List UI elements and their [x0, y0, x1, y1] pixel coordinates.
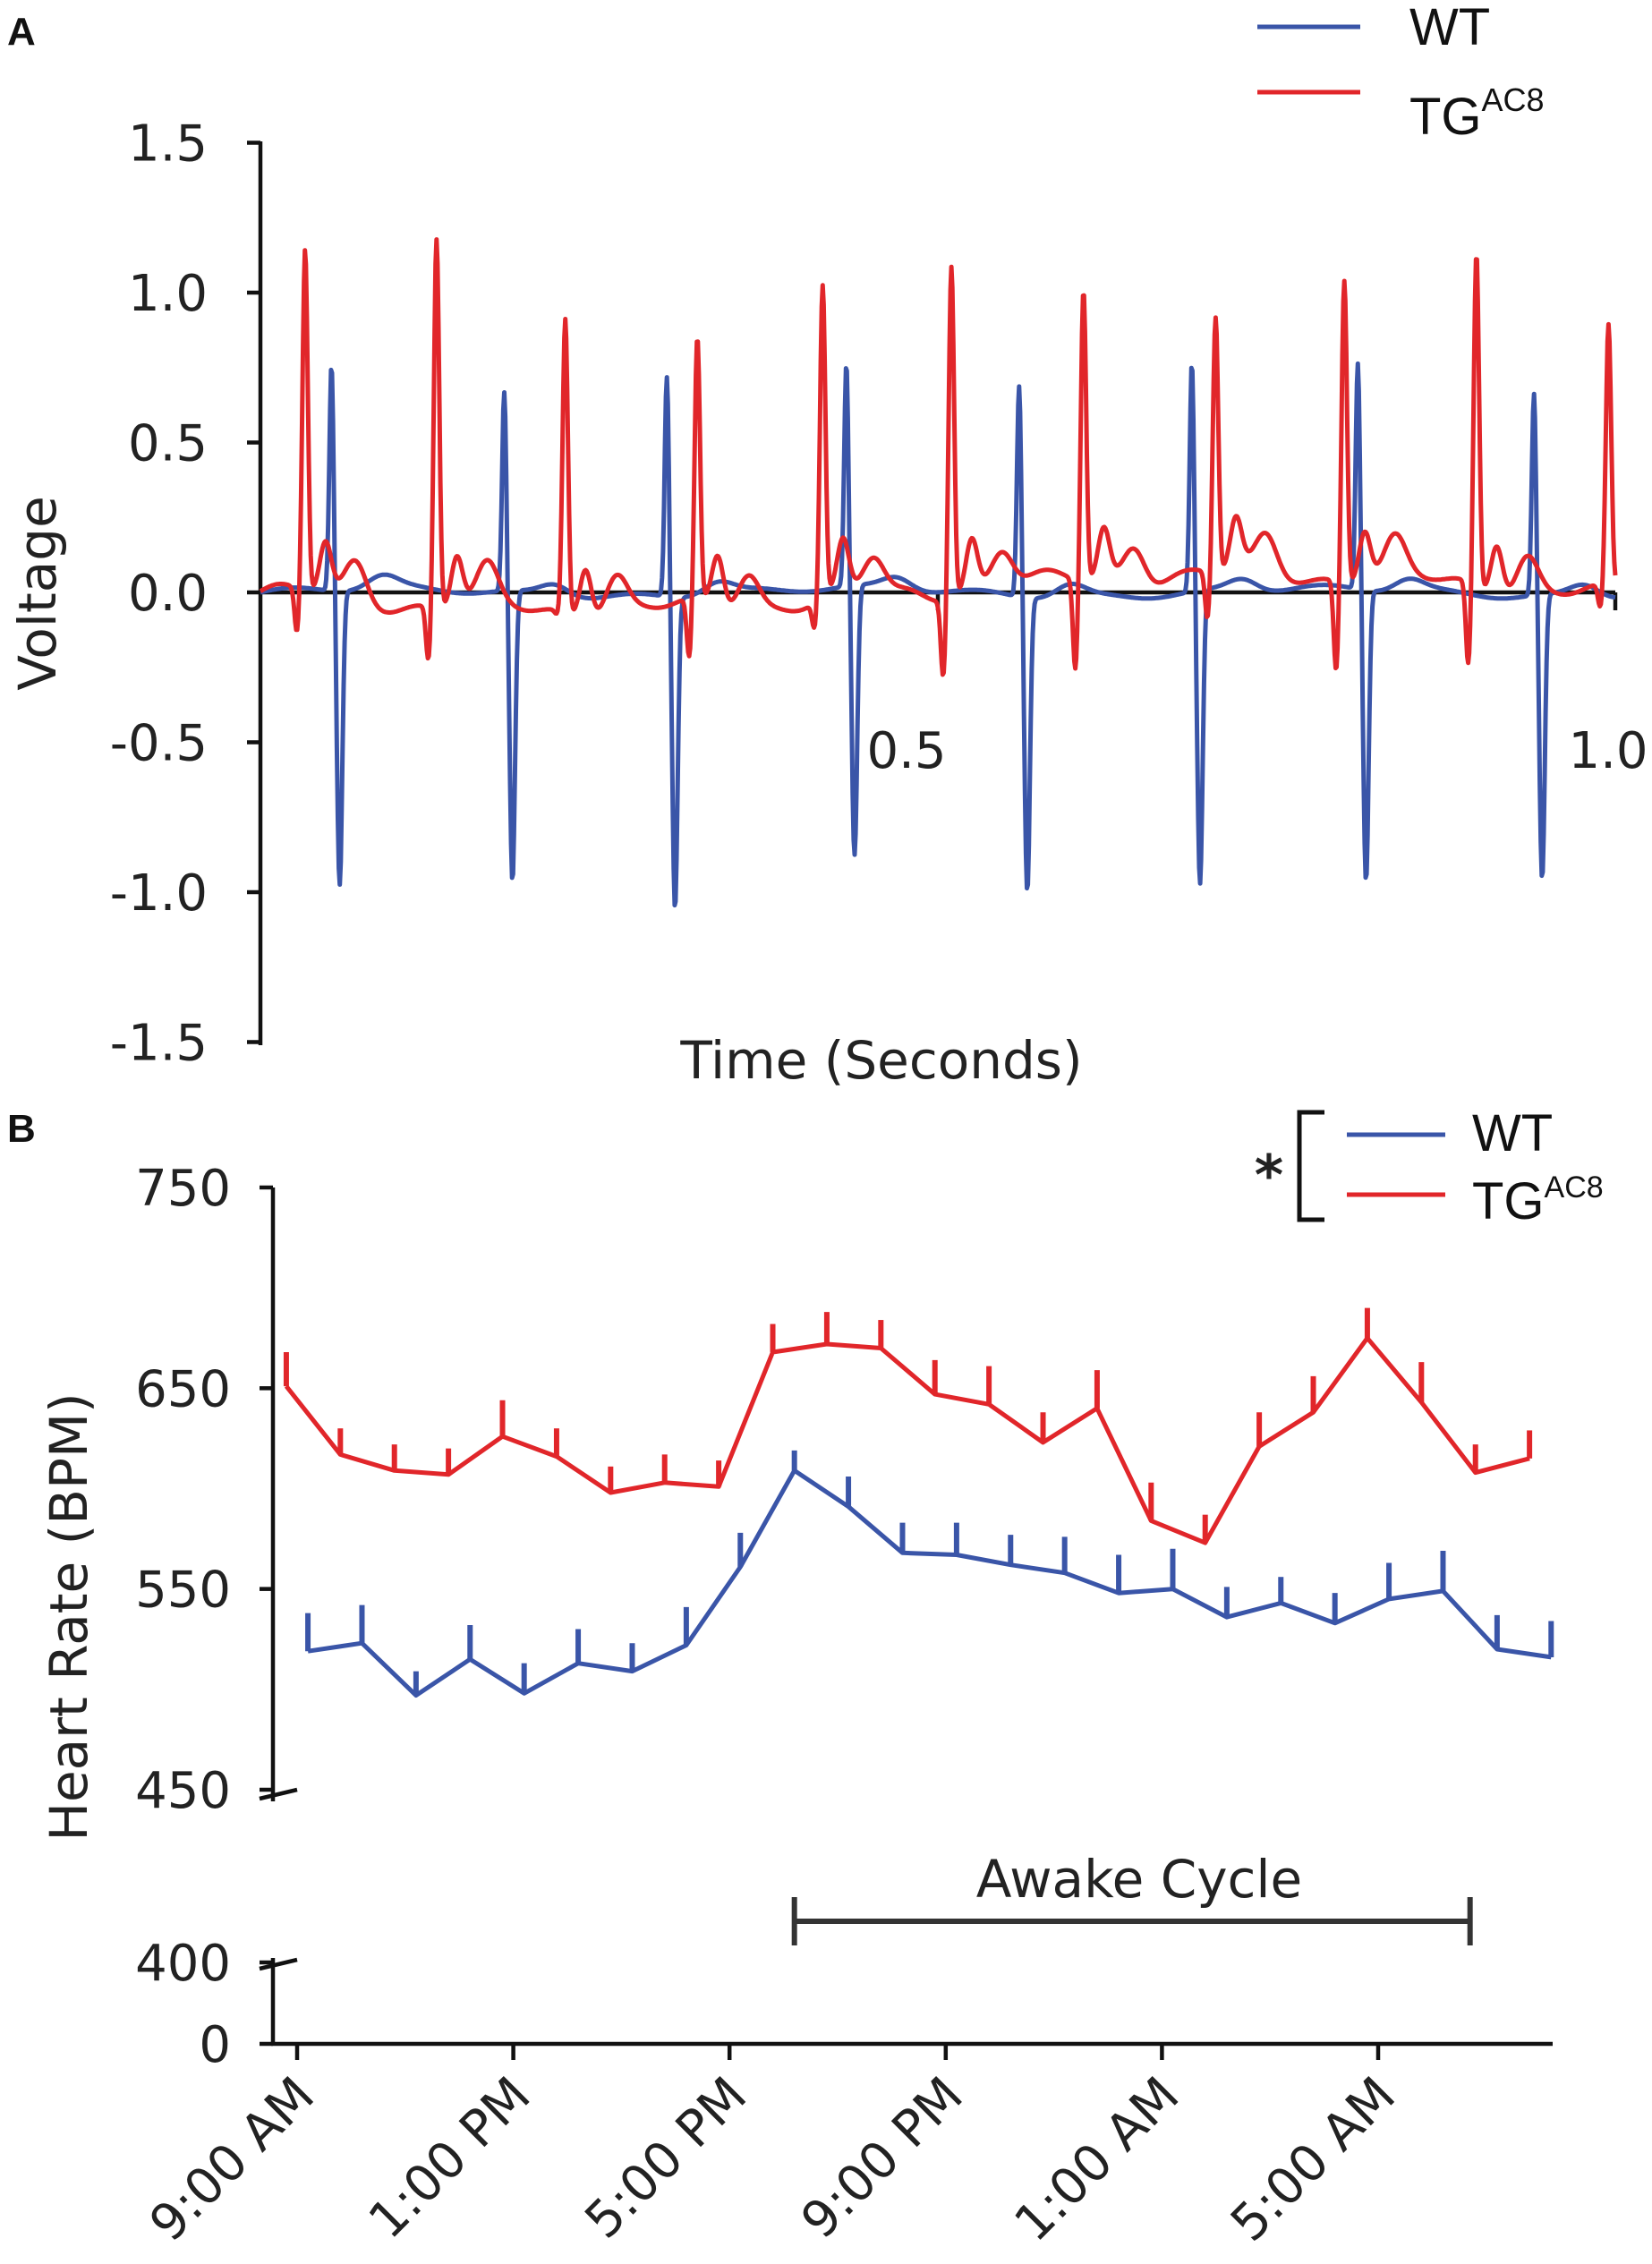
panel-a-y-tick-label: -0.5	[110, 715, 208, 773]
panel-b-y-tick-label: 650	[135, 1360, 231, 1418]
panel-b-y-ticks: 750 650 550 450 400 0	[135, 1160, 298, 2074]
panel-b-x-tick-label: 9:00 PM	[790, 2066, 975, 2251]
panel-b-x-tick-label: 5:00 AM	[1220, 2066, 1407, 2253]
panel-a-y-tick-label: 1.0	[128, 265, 208, 323]
panel-b-x-tick-label: 1:00 PM	[358, 2066, 542, 2251]
panel-a-y-tick-label: 0.5	[128, 415, 208, 473]
panel-a-y-tick-label: 0.0	[128, 565, 208, 623]
panel-a-legend: WT TGAC8	[1257, 0, 1545, 146]
panel-a-y-label: Voltage	[7, 496, 68, 691]
awake-cycle-annotation: Awake Cycle	[791, 1849, 1473, 1945]
panel-a-letter: A	[7, 10, 36, 54]
panel-b-x-ticks: 9:00 AM 1:00 PM 5:00 PM 9:00 PM 1:00 AM 5:00 …	[139, 2044, 1407, 2253]
panel-b-y-label: Heart Rate (BPM)	[38, 1392, 99, 1841]
legend-b-tg-label: TGAC8	[1472, 1170, 1604, 1230]
panel-b-x-tick-label: 5:00 PM	[575, 2066, 759, 2251]
panel-a-y-tick-label: -1.5	[110, 1015, 208, 1073]
panel-b-y-tick-label: 0	[199, 2016, 231, 2074]
panel-b-y-tick-label: 750	[135, 1160, 231, 1218]
axis-break-gap	[265, 1801, 281, 1958]
legend-a-tg-label: TGAC8	[1409, 81, 1545, 146]
panel-b-series	[283, 1307, 1554, 1698]
awake-cycle-label: Awake Cycle	[976, 1849, 1302, 1910]
panel-a-ecg-chart: A WT TGAC8 1.51.00.50.0-0.5-1.0-1.5 0.5 …	[7, 0, 1648, 1091]
panel-b-letter: B	[7, 1107, 36, 1151]
panel-b-x-tick-label: 1:00 AM	[1004, 2066, 1191, 2253]
panel-b-x-tick-label: 9:00 AM	[139, 2066, 326, 2253]
panel-b-wt-line	[307, 1468, 1552, 1698]
significance-bracket	[1297, 1110, 1324, 1222]
panel-a-y-ticks: 1.5 1.0 0.5 0.0 -0.5 -1.0 -1.5	[110, 115, 260, 1073]
panel-a-x-label: Time (Seconds)	[679, 1030, 1082, 1091]
panel-b-legend: * WT TGAC8	[1255, 1104, 1604, 1230]
legend-a-wt-label: WT	[1409, 0, 1490, 56]
panel-a-y-tick-label: -1.0	[110, 864, 208, 923]
panel-a-tg-trace	[259, 237, 1618, 677]
panel-a-x-tick-label-1: 1.0	[1568, 722, 1648, 780]
axis-break-mark	[259, 1787, 298, 1801]
legend-b-wt-label: WT	[1472, 1104, 1553, 1162]
axis-break-mark	[259, 1957, 298, 1971]
panel-a-series	[259, 237, 1618, 908]
panel-b-y-tick-label: 450	[135, 1762, 231, 1820]
panel-b-y-tick-label: 550	[135, 1562, 231, 1620]
panel-b-tg-line	[284, 1335, 1530, 1545]
significance-star: *	[1255, 1143, 1283, 1208]
panel-a-x-tick-label-0: 0.5	[866, 722, 946, 780]
panel-a-wt-trace	[259, 361, 1617, 908]
panel-a-y-tick-label: 1.5	[128, 115, 208, 174]
panel-b-y-tick-label: 400	[135, 1935, 231, 1993]
